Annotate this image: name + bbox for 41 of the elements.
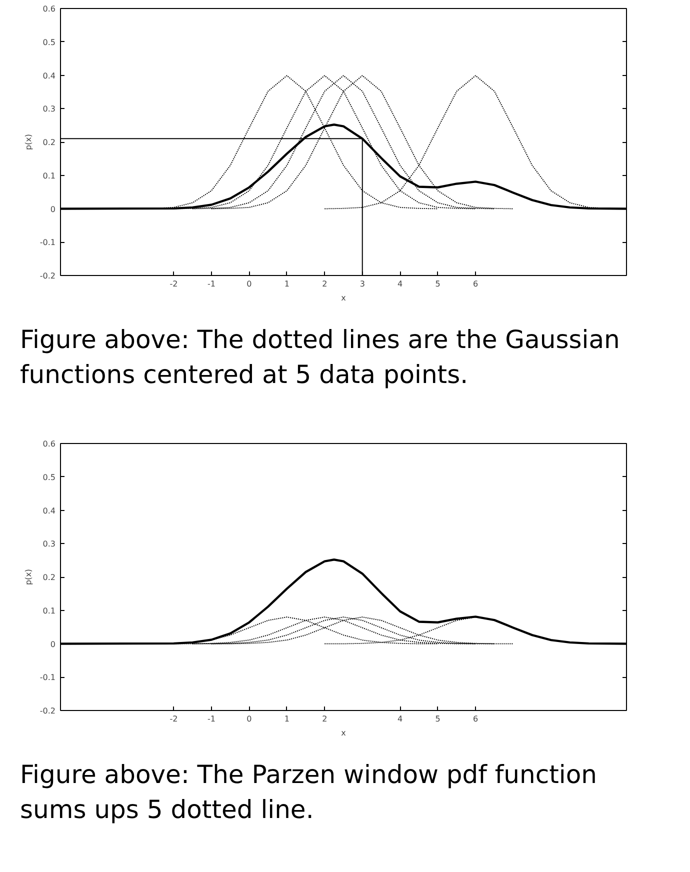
y-tick-label: 0.4: [42, 506, 56, 516]
y-tick-label: -0.1: [40, 238, 56, 248]
x-tick-label: 3: [360, 280, 365, 288]
y-tick-label: 0: [50, 204, 56, 214]
y-tick-label: 0.1: [42, 171, 56, 180]
y-tick-label: 0.3: [42, 540, 56, 549]
text: Figure above: The dotted lines are the Gaussian functions centered at 5 data points.: [20, 324, 621, 391]
y-axis-title: p(x): [24, 134, 33, 150]
x-tick-label: 5: [435, 280, 440, 288]
y-tick-label: 0.1: [42, 606, 56, 616]
x-tick-label: 6: [473, 714, 478, 724]
y-tick-label: 0.5: [42, 472, 56, 482]
y-tick-label: 0.6: [42, 4, 56, 14]
x-tick-label: 1: [284, 714, 290, 724]
y-tick-label: 0.2: [42, 138, 56, 147]
x-tick-label: 6: [473, 280, 478, 288]
x-tick-label: 0: [246, 714, 252, 724]
y-tick-label: 0.3: [42, 104, 56, 114]
y-tick-label: 0.6: [42, 440, 56, 448]
x-axis-title: x: [341, 728, 346, 738]
y-tick-label: 0: [50, 640, 56, 649]
x-axis-title: x: [341, 294, 346, 302]
x-tick-label: -2: [170, 280, 178, 288]
text: Figure above: The Parzen window pdf function sums ups 5 dotted line.: [20, 759, 598, 826]
y-tick-label: 0.5: [42, 38, 56, 47]
x-tick-label: 1: [284, 280, 290, 288]
y-tick-label: 0.2: [42, 573, 56, 582]
y-tick-label: -0.2: [40, 706, 56, 716]
y-axis-title: p(x): [24, 568, 33, 586]
y-tick-label: 0.4: [42, 71, 56, 80]
x-tick-label: -1: [207, 714, 216, 724]
x-tick-label: 2: [322, 714, 328, 724]
x-tick-label: 0: [246, 280, 252, 288]
x-tick-label: -2: [170, 714, 178, 724]
x-tick-label: 2: [322, 280, 328, 288]
x-tick-label: -1: [207, 280, 216, 288]
x-tick-label: 4: [398, 280, 403, 288]
y-tick-label: -0.2: [40, 272, 56, 280]
y-tick-label: -0.1: [40, 673, 56, 682]
x-tick-label: 5: [435, 714, 440, 724]
x-tick-label: 4: [398, 714, 403, 724]
